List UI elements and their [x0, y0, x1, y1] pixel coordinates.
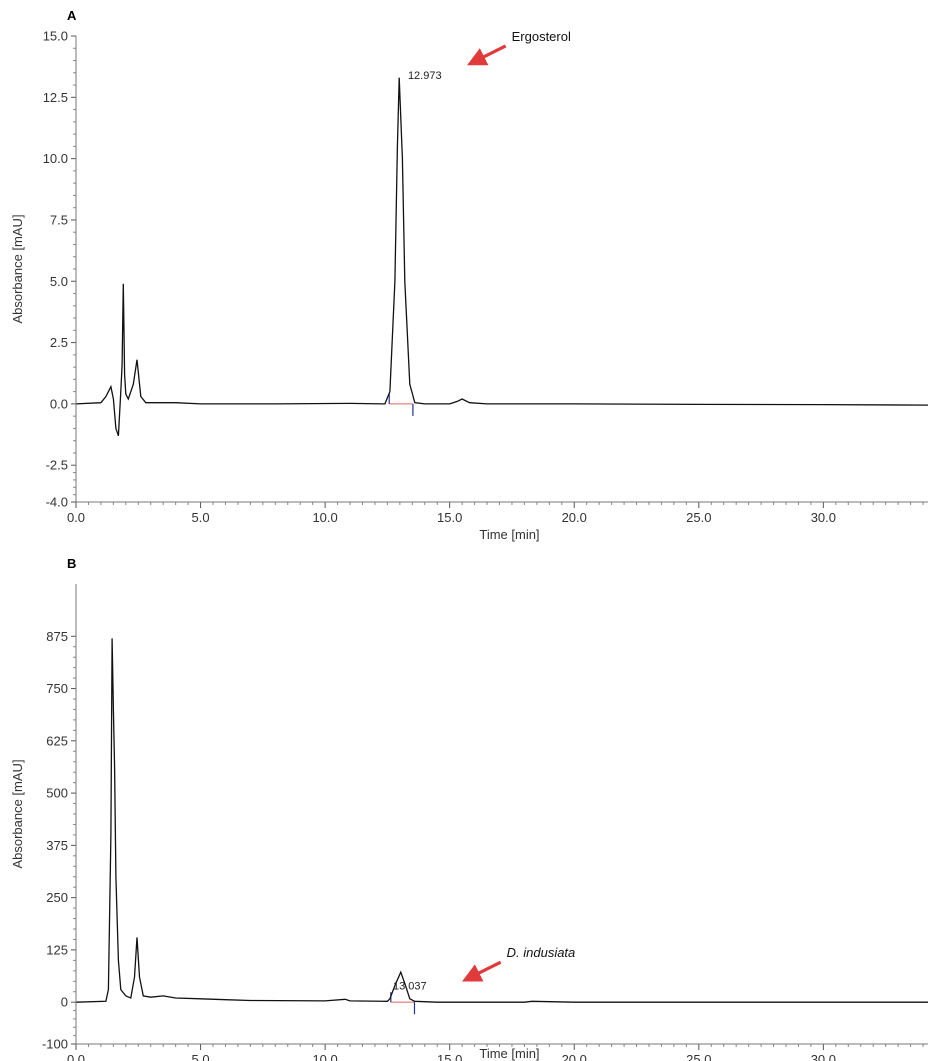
peak-label-b: 13.037 — [393, 981, 427, 993]
y-axis-a: -4.0 -2.5 0.0 2.5 5.0 7.5 10.0 12.5 15.0 — [43, 29, 76, 510]
plot-frame-a — [76, 36, 928, 502]
annotation-arrow-a — [467, 44, 507, 66]
y-tick-label-a: 12.5 — [43, 90, 68, 105]
x-axis-a: 0.0 5.0 10.0 15.0 20.0 25.0 30.0 — [67, 502, 924, 525]
x-tick-label-a: 20.0 — [562, 510, 587, 525]
x-tick-label-a: 0.0 — [67, 510, 85, 525]
x-tick-label-b: 20.0 — [562, 1052, 587, 1061]
x-axis-title-b: Time [min] — [479, 1046, 539, 1061]
y-tick-label-a: -4.0 — [46, 495, 68, 510]
x-tick-label-b: 25.0 — [686, 1052, 711, 1061]
panel-letter-a: A — [67, 8, 77, 23]
x-tick-label-a: 5.0 — [192, 510, 210, 525]
y-tick-label-a: 10.0 — [43, 151, 68, 166]
y-axis-b: -100 0 125 250 375 500 625 750 875 — [42, 629, 76, 1052]
y-tick-label-b: -100 — [42, 1037, 68, 1052]
y-axis-title-a: Absorbance [mAU] — [10, 214, 25, 323]
y-tick-label-b: 250 — [46, 890, 68, 905]
y-tick-label-b: 125 — [46, 942, 68, 957]
y-tick-label-b: 750 — [46, 681, 68, 696]
y-tick-label-a: 5.0 — [50, 274, 68, 289]
chart-panel-a: A -4.0 -2.5 0.0 2.5 5.0 7.5 10.0 12.5 15.0 0.0 5.… — [10, 8, 929, 542]
x-tick-label-b: 10.0 — [312, 1052, 337, 1061]
chart-panel-b: B -100 0 125 250 375 500 625 750 875 0.0 5.0 10.0 1… — [10, 556, 928, 1061]
y-tick-label-b: 625 — [46, 733, 68, 748]
chromatogram-trace-a — [75, 77, 929, 437]
x-tick-label-a: 15.0 — [437, 510, 462, 525]
baseline-marks-b — [390, 992, 416, 1015]
y-tick-label-b: 0 — [61, 995, 68, 1010]
y-tick-label-b: 500 — [46, 786, 68, 801]
annotation-ergosterol: Ergosterol — [512, 29, 571, 44]
x-tick-label-b: 15.0 — [437, 1052, 462, 1061]
panel-letter-b: B — [67, 556, 76, 571]
baseline-marks-a — [388, 393, 414, 416]
annotation-d-indusiata: D. indusiata — [507, 945, 576, 960]
y-tick-label-a: 7.5 — [50, 212, 68, 227]
y-tick-label-a: -2.5 — [46, 458, 68, 473]
peak-label-a: 12.973 — [408, 70, 442, 82]
y-tick-label-b: 875 — [46, 629, 68, 644]
y-tick-label-b: 375 — [46, 838, 68, 853]
y-tick-label-a: 15.0 — [43, 29, 68, 44]
x-tick-label-b: 30.0 — [811, 1052, 836, 1061]
x-axis-title-a: Time [min] — [479, 527, 539, 542]
y-axis-title-b: Absorbance [mAU] — [10, 759, 25, 868]
y-tick-label-a: 2.5 — [50, 335, 68, 350]
annotation-arrow-b — [462, 960, 502, 982]
chromatogram-trace-b — [75, 638, 928, 1003]
y-tick-label-a: 0.0 — [50, 396, 68, 411]
x-tick-label-a: 10.0 — [312, 510, 337, 525]
plot-frame-b — [76, 584, 928, 1044]
x-tick-label-b: 5.0 — [192, 1052, 210, 1061]
x-tick-label-b: 0.0 — [67, 1052, 85, 1061]
x-tick-label-a: 30.0 — [811, 510, 836, 525]
x-tick-label-a: 25.0 — [686, 510, 711, 525]
